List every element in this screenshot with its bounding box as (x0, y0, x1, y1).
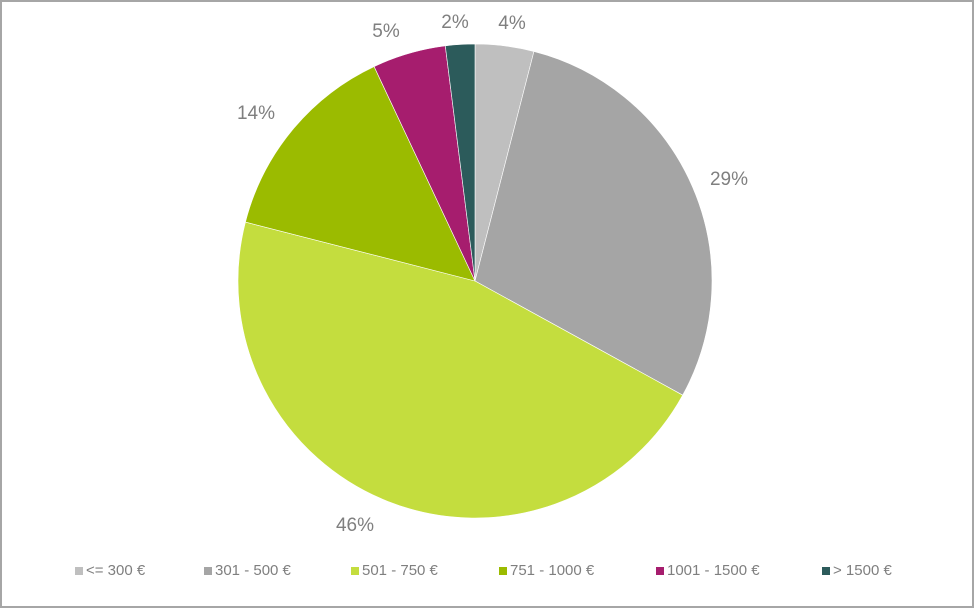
legend-swatch-icon (75, 566, 83, 575)
data-label-gt-1500: 2% (441, 12, 469, 33)
pie-slice-301-500 (474, 51, 713, 396)
legend-swatch-icon (822, 566, 830, 575)
legend-item-1001-1500: 1001 - 1500 € (656, 562, 760, 579)
data-label-501-750: 46% (335, 515, 375, 536)
legend: <= 300 € 301 - 500 € 501 - 750 € 751 - 1… (0, 562, 974, 582)
legend-swatch-icon (204, 566, 212, 575)
data-label-le-300: 4% (498, 13, 526, 34)
legend-swatch-icon (351, 566, 359, 575)
legend-item-301-500: 301 - 500 € (204, 562, 291, 579)
legend-swatch-icon (499, 566, 507, 575)
legend-label: 501 - 750 € (362, 562, 438, 579)
legend-item-751-1000: 751 - 1000 € (499, 562, 594, 579)
pie-slice-501-750 (237, 221, 684, 519)
pie-slice-gt-1500 (444, 43, 476, 282)
data-label-1001-1500: 5% (372, 21, 400, 42)
pie-slices (237, 43, 713, 519)
data-label-301-500: 29% (709, 169, 749, 190)
legend-label: 1001 - 1500 € (667, 562, 760, 579)
legend-label: 751 - 1000 € (510, 562, 595, 579)
pie-slice-751-1000 (245, 66, 476, 282)
legend-label: <= 300 € (86, 562, 146, 579)
legend-label: 301 - 500 € (215, 562, 291, 579)
data-label-751-1000: 14% (236, 103, 276, 124)
legend-swatch-icon (656, 566, 664, 575)
legend-label: > 1500 € (833, 562, 892, 579)
legend-item-le-300: <= 300 € (75, 562, 145, 579)
legend-item-501-750: 501 - 750 € (351, 562, 438, 579)
legend-item-gt-1500: > 1500 € (822, 562, 892, 579)
